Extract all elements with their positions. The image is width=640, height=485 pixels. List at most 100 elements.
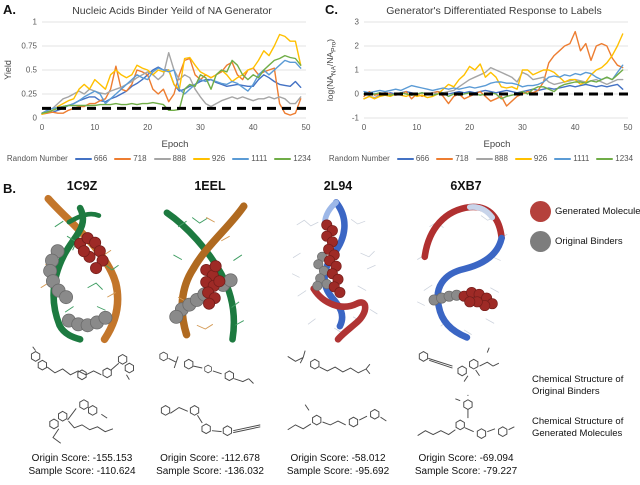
svg-text:0.75: 0.75 xyxy=(21,42,37,51)
pdb-id-title: 6XB7 xyxy=(450,179,482,193)
chart-a-title: Nucleic Acids Binder Yeild of NA Generat… xyxy=(72,5,272,17)
legend-swatch xyxy=(114,157,132,160)
legend-entry-1111: 1111 xyxy=(232,154,267,163)
panel-a-label: A. xyxy=(3,2,16,17)
svg-text:0: 0 xyxy=(362,123,367,132)
svg-text:-1: -1 xyxy=(352,114,360,123)
legend-entry-926: 926 xyxy=(514,154,547,163)
svg-text:20: 20 xyxy=(143,123,152,132)
chart-a-x-axis-label: Epoch xyxy=(161,139,189,150)
structure-column-1eel: 1EEL xyxy=(146,178,274,478)
panel-b-label: B. xyxy=(3,181,16,196)
svg-text:30: 30 xyxy=(518,123,527,132)
chem-structure-original-2l94 xyxy=(287,350,371,375)
svg-text:1: 1 xyxy=(355,66,360,75)
score-block-1c9z: Origin Score: -155.153 Sample Score: -11… xyxy=(28,452,135,478)
svg-text:0.5: 0.5 xyxy=(26,66,38,75)
chem-structure-generated-2l94 xyxy=(287,404,387,431)
structure-column-2l94: 2L94 xyxy=(274,178,402,478)
chem-structure-generated-1eel xyxy=(160,405,261,437)
chart-c-title: Generator's Differentiated Response to L… xyxy=(386,5,602,17)
legend-swatch xyxy=(514,157,532,160)
legend-entry-926: 926 xyxy=(192,154,225,163)
original-binders-icon xyxy=(530,230,551,252)
sample-score: Sample Score: -79.227 xyxy=(414,466,518,477)
generated-structure-row-label: Chemical Structure of Generated Molecule… xyxy=(532,416,624,439)
svg-text:10: 10 xyxy=(90,123,99,132)
legend-entry-1234: 1234 xyxy=(596,154,633,163)
svg-text:0: 0 xyxy=(33,114,38,123)
origin-score: Origin Score: -155.153 xyxy=(31,453,133,464)
svg-text:50: 50 xyxy=(302,123,311,132)
sample-score: Sample Score: -110.624 xyxy=(28,466,136,477)
svg-text:2: 2 xyxy=(355,42,360,51)
structure-3d-render-6xb7 xyxy=(417,203,508,341)
legend-swatch xyxy=(475,157,493,160)
chem-structure-original-1c9z xyxy=(30,346,135,381)
score-block-1eel: Origin Score: -112.678 Sample Score: -13… xyxy=(156,452,264,478)
legend-entry-666: 666 xyxy=(396,154,429,163)
panel-c: C. Generator's Differentiated Response t… xyxy=(322,0,640,176)
chem-structure-generated-1c9z xyxy=(49,399,114,444)
legend-entry-666: 666 xyxy=(74,154,107,163)
legend-swatch xyxy=(153,157,171,160)
structure-column-6xb7: 6XB7 xyxy=(402,178,530,478)
legend-swatch xyxy=(596,157,614,160)
svg-text:50: 50 xyxy=(624,123,633,132)
score-block-2l94: Origin Score: -58.012 Sample Score: -95.… xyxy=(287,452,389,478)
chart-c-legend: Random Number 666 718 888 926 1111 1234 xyxy=(322,154,640,163)
chart-a-legend: Random Number 666 718 888 926 1111 1234 xyxy=(0,154,318,163)
legend-swatch xyxy=(74,157,92,160)
molecule-legend: Generated Molecules Original Binders xyxy=(530,196,640,256)
panel-b: B. 1C9Z xyxy=(0,178,640,485)
chem-structure-generated-6xb7 xyxy=(417,394,515,439)
legend-entry-1111: 1111 xyxy=(554,154,589,163)
pdb-id-title: 2L94 xyxy=(323,179,353,193)
origin-score: Origin Score: -69.094 xyxy=(418,453,514,464)
chem-structure-original-6xb7 xyxy=(418,347,500,382)
structure-3d-render-2l94 xyxy=(291,199,378,343)
svg-text:1: 1 xyxy=(33,18,38,27)
original-binders-label: Original Binders xyxy=(555,235,623,247)
panel-c-label: C. xyxy=(325,2,338,17)
pdb-id-title: 1C9Z xyxy=(66,179,98,193)
svg-text:40: 40 xyxy=(249,123,258,132)
svg-text:3: 3 xyxy=(355,18,360,27)
legend-entry-718: 718 xyxy=(436,154,469,163)
legend-entry-888: 888 xyxy=(475,154,508,163)
legend-entry-1234: 1234 xyxy=(274,154,311,163)
generated-molecules-label: Generated Molecules xyxy=(555,205,640,217)
original-structure-row-label: Chemical Structure of Original Binders xyxy=(532,374,624,397)
chart-a-legend-title: Random Number xyxy=(6,154,68,163)
legend-entry-888: 888 xyxy=(153,154,186,163)
structure-3d-render-1c9z xyxy=(40,194,122,344)
chart-c-legend-title: Random Number xyxy=(328,154,390,163)
legend-entry-718: 718 xyxy=(114,154,147,163)
svg-text:0: 0 xyxy=(40,123,45,132)
svg-text:20: 20 xyxy=(465,123,474,132)
legend-swatch xyxy=(396,157,414,160)
legend-swatch xyxy=(232,157,250,160)
panel-b-right-column: Generated Molecules Original Binders Che… xyxy=(530,178,640,485)
legend-item-generated: Generated Molecules xyxy=(530,196,640,226)
chart-a-legend-items: 666 718 888 926 1111 1234 xyxy=(74,154,311,163)
chem-structure-original-1eel xyxy=(159,351,254,384)
sample-score: Sample Score: -136.032 xyxy=(156,466,264,477)
generated-molecules-icon xyxy=(530,200,551,222)
pdb-id-title: 1EEL xyxy=(194,179,226,193)
chart-c-legend-items: 666 718 888 926 1111 1234 xyxy=(396,154,633,163)
svg-text:0.25: 0.25 xyxy=(21,90,37,99)
structure-3d-render-1eel xyxy=(163,202,248,343)
legend-swatch xyxy=(274,157,292,160)
svg-text:40: 40 xyxy=(571,123,580,132)
svg-text:0: 0 xyxy=(355,90,360,99)
panel-a: A. Nucleic Acids Binder Yeild of NA Gene… xyxy=(0,0,318,176)
score-block-6xb7: Origin Score: -69.094 Sample Score: -79.… xyxy=(415,452,517,478)
legend-swatch xyxy=(554,157,572,160)
origin-score: Origin Score: -58.012 xyxy=(290,453,386,464)
legend-swatch xyxy=(192,157,210,160)
structure-column-1c9z: 1C9Z xyxy=(18,178,146,478)
